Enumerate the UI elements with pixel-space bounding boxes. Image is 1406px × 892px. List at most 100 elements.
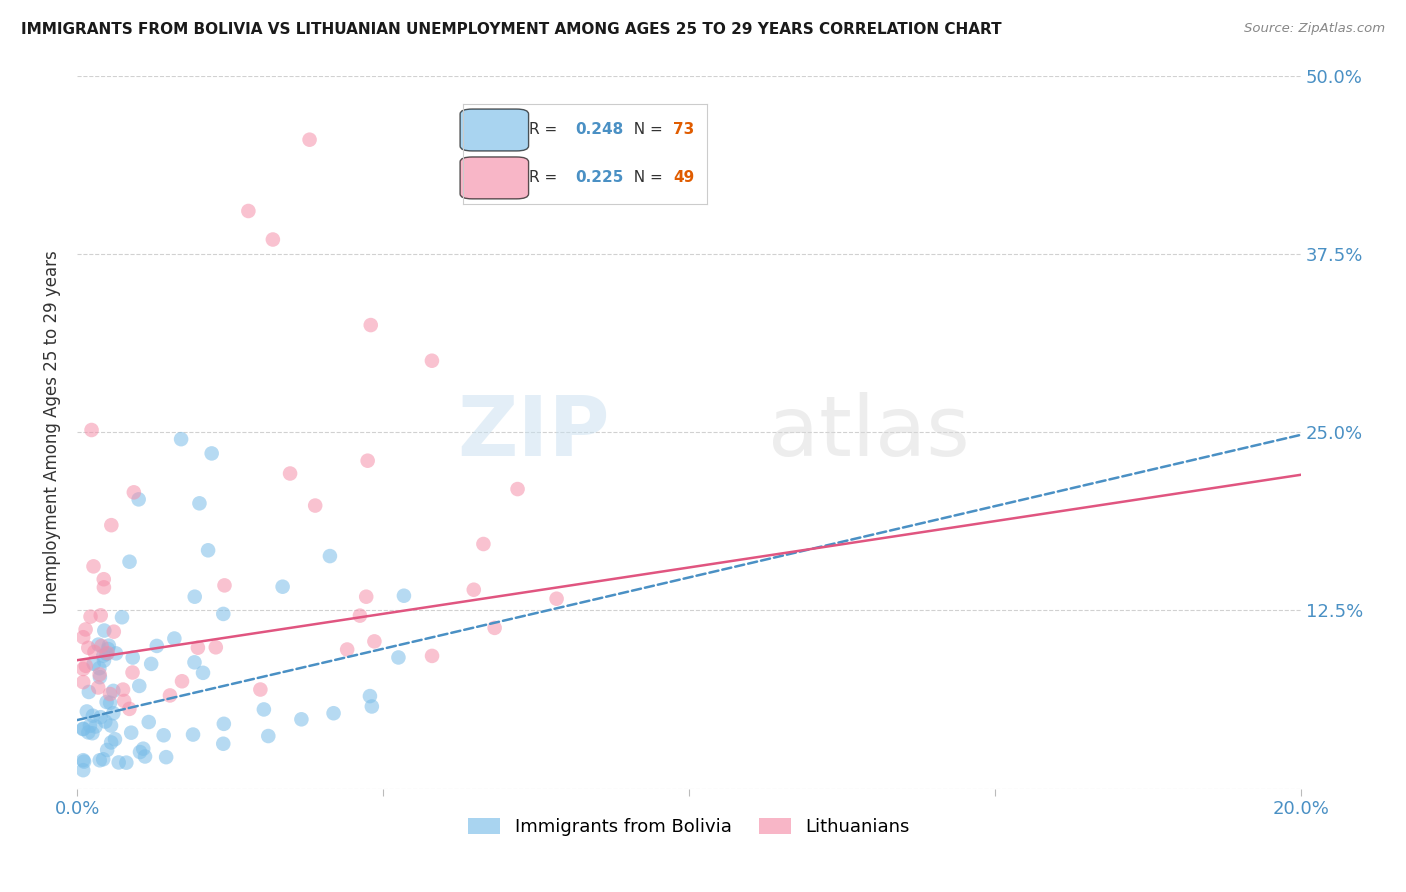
Point <box>170 674 193 689</box>
Point <box>191 665 214 680</box>
Point <box>79 719 101 733</box>
Point <box>249 682 271 697</box>
Point <box>89 667 111 681</box>
Point <box>103 683 125 698</box>
Point <box>82 708 104 723</box>
Y-axis label: Unemployment Among Ages 25 to 29 years: Unemployment Among Ages 25 to 29 years <box>44 250 60 614</box>
Point <box>262 233 284 247</box>
Point <box>298 133 321 147</box>
Point <box>98 687 121 701</box>
Point <box>212 607 235 621</box>
Point <box>87 638 110 652</box>
Point <box>188 496 211 510</box>
Point <box>170 432 193 446</box>
Point <box>83 645 105 659</box>
Point <box>128 679 150 693</box>
Point <box>349 608 371 623</box>
Point <box>100 735 122 749</box>
Point <box>97 639 120 653</box>
Point <box>278 467 301 481</box>
Point <box>128 492 150 507</box>
Point <box>103 624 125 639</box>
Point <box>121 650 143 665</box>
Point <box>187 640 209 655</box>
Point <box>387 650 409 665</box>
Point <box>319 549 342 563</box>
Point <box>360 318 382 332</box>
Point <box>132 741 155 756</box>
Point <box>201 446 224 460</box>
Point <box>93 572 115 586</box>
Point <box>82 726 104 740</box>
Point <box>90 710 112 724</box>
Point <box>91 752 114 766</box>
Point <box>356 453 378 467</box>
Point <box>238 204 260 219</box>
Point <box>100 518 122 533</box>
Point <box>363 634 385 648</box>
Point <box>121 665 143 680</box>
Point <box>129 745 152 759</box>
Point <box>359 689 381 703</box>
Point <box>77 685 100 699</box>
Point <box>84 719 107 733</box>
Point <box>155 750 177 764</box>
Point <box>97 646 120 660</box>
Point <box>354 590 377 604</box>
Point <box>163 632 186 646</box>
Point <box>152 728 174 742</box>
Point <box>134 749 156 764</box>
Point <box>118 702 141 716</box>
Point <box>111 610 134 624</box>
Text: ZIP: ZIP <box>457 392 609 473</box>
Point <box>72 662 94 676</box>
Point <box>120 725 142 739</box>
Point <box>253 702 276 716</box>
Point <box>257 729 280 743</box>
Point <box>484 621 506 635</box>
Point <box>105 647 128 661</box>
Point <box>91 648 114 663</box>
Point <box>76 705 98 719</box>
Point <box>89 670 111 684</box>
Point <box>73 755 96 769</box>
Point <box>304 499 326 513</box>
Point <box>100 718 122 732</box>
Point <box>546 591 568 606</box>
Point <box>214 578 236 592</box>
Point <box>103 706 125 721</box>
Point <box>96 695 118 709</box>
Point <box>204 640 226 655</box>
Point <box>79 609 101 624</box>
Point <box>93 580 115 594</box>
Point <box>72 722 94 736</box>
Point <box>75 658 97 673</box>
Point <box>87 681 110 695</box>
Point <box>290 712 312 726</box>
Point <box>183 590 205 604</box>
Point <box>212 716 235 731</box>
Point <box>141 657 163 671</box>
Point <box>112 694 135 708</box>
Point <box>115 756 138 770</box>
Point <box>104 732 127 747</box>
Point <box>183 656 205 670</box>
Point <box>90 639 112 653</box>
Point <box>420 353 443 368</box>
Point <box>82 559 104 574</box>
Point <box>360 699 382 714</box>
Point <box>472 537 495 551</box>
Point <box>83 657 105 671</box>
Legend: Immigrants from Bolivia, Lithuanians: Immigrants from Bolivia, Lithuanians <box>461 811 917 844</box>
Point <box>107 756 129 770</box>
Point <box>322 706 344 721</box>
Point <box>181 727 204 741</box>
Point <box>392 589 415 603</box>
Point <box>72 763 94 777</box>
Point <box>197 543 219 558</box>
Text: Source: ZipAtlas.com: Source: ZipAtlas.com <box>1244 22 1385 36</box>
Point <box>159 689 181 703</box>
Point <box>77 725 100 739</box>
Point <box>122 485 145 500</box>
Point <box>146 639 169 653</box>
